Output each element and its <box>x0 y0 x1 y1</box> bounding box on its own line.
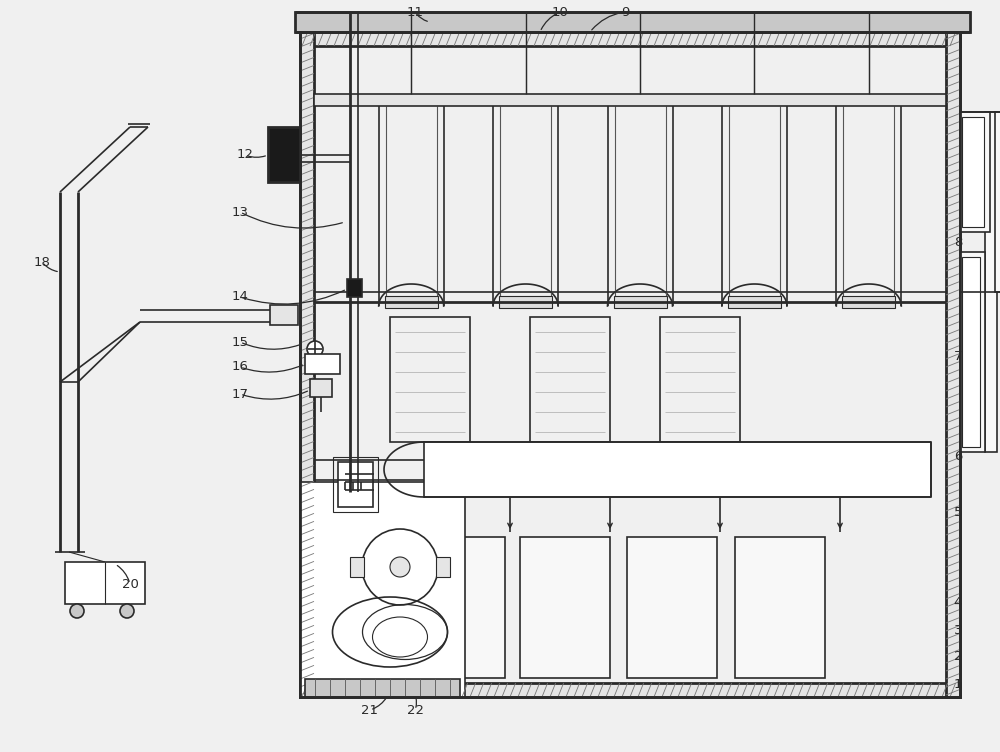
Bar <box>295 12 970 32</box>
Text: 22: 22 <box>406 704 424 717</box>
Text: 5: 5 <box>954 505 962 518</box>
Bar <box>65 562 145 604</box>
Text: 18: 18 <box>34 256 50 268</box>
Text: 8: 8 <box>954 235 962 248</box>
Bar <box>960 112 990 232</box>
Bar <box>300 683 960 697</box>
Text: 7: 7 <box>954 350 962 363</box>
Bar <box>305 354 340 374</box>
Bar <box>436 557 450 577</box>
Bar <box>962 257 980 447</box>
Bar <box>962 117 984 227</box>
Text: 13: 13 <box>232 205 248 219</box>
Bar <box>842 296 895 308</box>
Bar <box>347 279 362 297</box>
Bar <box>270 305 298 325</box>
Bar <box>350 557 364 577</box>
Bar <box>305 679 460 697</box>
Bar <box>415 537 505 678</box>
Text: 16: 16 <box>232 360 248 374</box>
Bar <box>300 32 960 46</box>
Bar <box>960 252 985 452</box>
Bar <box>424 442 931 497</box>
Bar <box>300 32 960 697</box>
Bar <box>735 537 825 678</box>
Text: 20: 20 <box>122 578 138 590</box>
Text: 6: 6 <box>954 450 962 463</box>
Bar <box>530 317 610 442</box>
Text: 11: 11 <box>406 5 424 19</box>
Circle shape <box>120 604 134 618</box>
Bar <box>268 127 300 182</box>
Circle shape <box>362 529 438 605</box>
Text: 2: 2 <box>954 650 962 663</box>
Bar <box>300 482 465 697</box>
Bar <box>385 296 438 308</box>
Bar <box>627 537 717 678</box>
Text: 9: 9 <box>621 5 629 19</box>
Bar <box>520 537 610 678</box>
Text: 1: 1 <box>954 678 962 690</box>
Bar <box>985 112 997 452</box>
Bar <box>338 462 373 507</box>
Text: 4: 4 <box>954 596 962 608</box>
Bar <box>390 317 470 442</box>
Bar <box>728 296 781 308</box>
Text: 12: 12 <box>237 148 254 162</box>
Text: 15: 15 <box>232 335 248 348</box>
Text: 14: 14 <box>232 290 248 304</box>
Ellipse shape <box>372 617 428 657</box>
Bar <box>310 379 332 397</box>
Text: 10: 10 <box>552 5 568 19</box>
Bar <box>499 296 552 308</box>
Text: 17: 17 <box>232 387 248 401</box>
Circle shape <box>390 557 410 577</box>
Bar <box>614 296 666 308</box>
Circle shape <box>70 604 84 618</box>
Bar <box>333 457 378 512</box>
Bar <box>660 317 740 442</box>
Text: 21: 21 <box>362 704 378 717</box>
Bar <box>314 94 946 106</box>
Bar <box>995 112 1000 292</box>
Circle shape <box>307 341 323 357</box>
Bar <box>300 32 314 697</box>
Bar <box>946 32 960 697</box>
Text: 3: 3 <box>954 623 962 636</box>
